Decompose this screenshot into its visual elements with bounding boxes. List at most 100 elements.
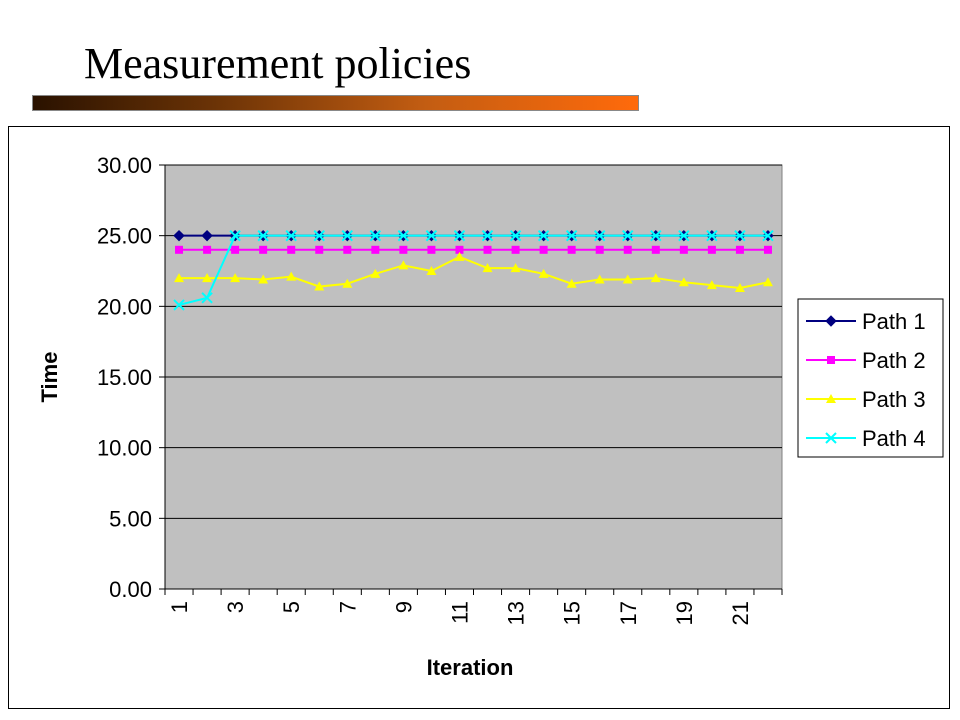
x-axis-label: Iteration bbox=[427, 655, 514, 680]
data-point-triangle bbox=[426, 266, 437, 275]
x-tick-label: 3 bbox=[223, 601, 248, 613]
data-point-x bbox=[762, 229, 774, 242]
legend-item: Path 1 bbox=[806, 309, 926, 334]
data-point-triangle bbox=[370, 268, 381, 278]
legend: Path 1 Path 2 Path 3 Path 4 bbox=[797, 298, 944, 458]
data-point-triangle bbox=[258, 274, 269, 284]
data-point-triangle bbox=[706, 280, 717, 290]
data-point-square bbox=[679, 245, 688, 254]
series-4 bbox=[173, 229, 774, 311]
y-tick-label: 20.00 bbox=[97, 294, 152, 319]
data-point-square bbox=[315, 245, 324, 254]
y-tick-label: 5.00 bbox=[109, 506, 152, 531]
data-point-square bbox=[399, 245, 408, 254]
data-point-triangle bbox=[230, 273, 241, 283]
data-point-x bbox=[678, 229, 690, 242]
data-point-x bbox=[173, 299, 185, 311]
series-line bbox=[178, 234, 768, 306]
series-2 bbox=[175, 245, 772, 254]
data-point-triangle bbox=[314, 281, 325, 291]
data-point-triangle bbox=[454, 251, 465, 261]
data-point-square bbox=[427, 245, 436, 254]
data-point-x bbox=[509, 229, 522, 242]
data-point-x bbox=[481, 229, 494, 242]
data-point-triangle bbox=[538, 268, 549, 278]
y-tick-label: 30.00 bbox=[97, 153, 152, 178]
data-point-x bbox=[622, 229, 634, 242]
title-underline-bar bbox=[32, 95, 639, 111]
x-tick-label: 7 bbox=[335, 601, 360, 613]
y-tick-label: 10.00 bbox=[97, 436, 152, 461]
data-point-triangle bbox=[482, 263, 493, 273]
data-point-triangle bbox=[510, 263, 521, 273]
data-point-x bbox=[825, 432, 837, 444]
data-point-triangle bbox=[762, 277, 773, 287]
series-line bbox=[179, 255, 769, 289]
data-point-x bbox=[706, 229, 718, 242]
x-tick-label: 19 bbox=[672, 601, 697, 625]
data-point-square bbox=[595, 245, 604, 254]
data-point-triangle bbox=[622, 274, 633, 284]
data-point-square bbox=[455, 245, 464, 254]
data-point-square bbox=[511, 245, 520, 254]
x-tick-label: 5 bbox=[279, 601, 304, 613]
x-tick-label: 17 bbox=[616, 601, 641, 625]
data-point-square bbox=[651, 245, 660, 254]
y-tick-label: 0.00 bbox=[109, 577, 152, 602]
x-axis-ticks: 1 3 5 7 9 11 13 15 17 19 21 bbox=[164, 589, 783, 625]
data-point-diamond bbox=[825, 315, 837, 327]
legend-item: Path 4 bbox=[806, 426, 926, 451]
data-point-x bbox=[650, 229, 662, 242]
series-3 bbox=[174, 251, 773, 292]
y-tick-label: 25.00 bbox=[97, 224, 152, 249]
legend-label: Path 4 bbox=[862, 426, 926, 451]
data-point-square bbox=[259, 245, 268, 254]
data-point-triangle bbox=[826, 394, 836, 403]
data-point-x bbox=[341, 229, 354, 242]
data-point-square bbox=[623, 245, 632, 254]
data-point-triangle bbox=[566, 278, 577, 288]
data-point-triangle bbox=[594, 274, 605, 284]
data-point-square bbox=[343, 245, 352, 254]
data-point-square bbox=[371, 245, 380, 254]
y-axis-ticks: 0.00 5.00 10.00 15.00 20.00 25.00 30.00 bbox=[97, 153, 165, 602]
data-point-square bbox=[287, 245, 296, 254]
legend-label: Path 2 bbox=[862, 348, 926, 373]
data-point-x bbox=[257, 229, 269, 242]
y-axis-label: Time bbox=[37, 352, 62, 403]
data-point-square bbox=[827, 356, 835, 364]
data-point-triangle bbox=[342, 278, 353, 288]
x-tick-label: 11 bbox=[447, 601, 472, 624]
data-point-x bbox=[369, 229, 382, 242]
data-point-square bbox=[203, 245, 212, 254]
legend-box bbox=[797, 298, 944, 458]
x-tick-label: 1 bbox=[167, 601, 192, 613]
data-point-diamond bbox=[201, 229, 213, 242]
data-point-x bbox=[201, 292, 213, 304]
data-point-square bbox=[539, 245, 548, 254]
legend-item: Path 3 bbox=[806, 387, 926, 412]
data-point-square bbox=[567, 245, 576, 254]
data-point-square bbox=[707, 245, 716, 254]
legend-label: Path 3 bbox=[862, 387, 926, 412]
data-point-x bbox=[397, 229, 410, 242]
data-point-diamond bbox=[173, 229, 185, 242]
data-point-triangle bbox=[650, 273, 661, 283]
legend-label: Path 1 bbox=[862, 309, 926, 334]
y-tick-label: 15.00 bbox=[97, 365, 152, 390]
data-point-triangle bbox=[734, 282, 745, 292]
data-point-x bbox=[734, 229, 746, 242]
data-point-x bbox=[565, 229, 578, 242]
x-tick-label: 15 bbox=[560, 601, 585, 625]
data-point-square bbox=[175, 245, 184, 254]
x-tick-label: 21 bbox=[728, 601, 753, 625]
series-layer bbox=[173, 229, 774, 311]
data-point-x bbox=[285, 229, 297, 242]
data-point-x bbox=[229, 229, 241, 242]
x-tick-label: 13 bbox=[504, 601, 529, 625]
data-point-x bbox=[453, 229, 466, 242]
data-point-square bbox=[735, 245, 744, 254]
x-tick-label: 9 bbox=[391, 601, 416, 613]
data-point-x bbox=[425, 229, 438, 242]
